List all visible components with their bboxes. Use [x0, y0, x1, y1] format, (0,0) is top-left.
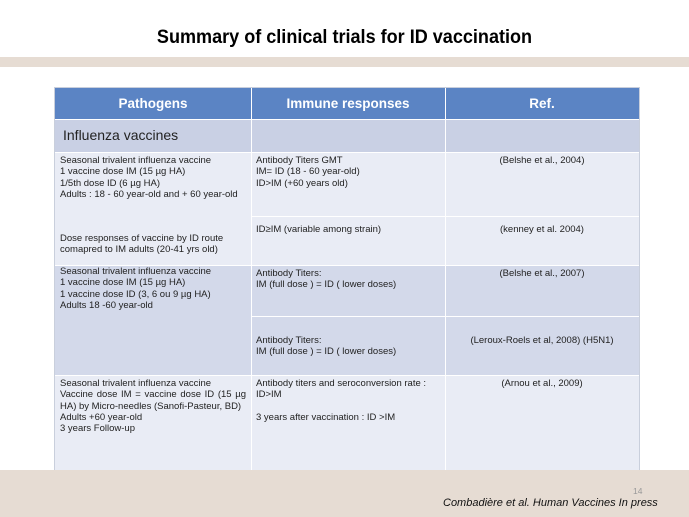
- row-1-pathogen-line: Adults : 18 - 60 year-old and + 60 year-…: [60, 188, 238, 200]
- row-2-pathogen: Dose responses of vaccine by ID route co…: [60, 233, 224, 256]
- row-1-pathogen: Seasonal trivalent influenza vaccine 1 v…: [55, 152, 251, 203]
- row-5-response-line: ID>IM: [256, 389, 282, 401]
- column-divider: [251, 88, 252, 474]
- row-5-pathogen-line: 3 years Follow-up: [60, 423, 135, 435]
- row-divider: [251, 216, 639, 217]
- row-1-ref: (Belshe et al., 2004): [499, 155, 585, 166]
- row-4-ref: (Leroux-Roels et al, 2008) (H5N1): [470, 335, 614, 346]
- row-5-response-line: 3 years after vaccination : ID >IM: [256, 411, 396, 423]
- top-decorative-band: [0, 57, 689, 67]
- bottom-decorative-band: [0, 470, 689, 517]
- row-1-response: Antibody Titers GMT IM= ID (18 - 60 year…: [251, 152, 445, 192]
- section-row-bg: [55, 119, 639, 152]
- row-bg-2: [55, 265, 639, 375]
- row-5-pathogen-line: Adults +60 year-old: [60, 411, 143, 423]
- row-3-response: Antibody Titers: IM (full dose ) = ID ( …: [251, 265, 445, 294]
- slide-title: Summary of clinical trials for ID vaccin…: [156, 27, 533, 48]
- row-3-ref: (Belshe et al., 2007): [499, 268, 585, 279]
- row-3-pathogen-line: Seasonal trivalent influenza vaccine: [60, 266, 212, 277]
- slide-number: 14: [633, 486, 643, 496]
- row-5-response: Antibody titers and seroconversion rate …: [251, 375, 445, 426]
- header-pathogens: Pathogens: [55, 88, 251, 119]
- row-4-response-line: Antibody Titers:: [256, 335, 322, 346]
- row-3-pathogen-line: 1 vaccine dose ID (3, 6 ou 9 µg HA): [60, 288, 211, 300]
- column-divider: [445, 88, 446, 474]
- row-1-pathogen-line: 1/5th dose ID (6 µg HA): [60, 177, 160, 189]
- row-1-response-line: IM= ID (18 - 60 year-old): [256, 166, 360, 178]
- row-5-response-line: Antibody titers and seroconversion rate …: [256, 378, 427, 389]
- row-3-pathogen: Seasonal trivalent influenza vaccine 1 v…: [55, 263, 251, 314]
- row-5-response-line: [256, 401, 440, 412]
- row-5-ref: (Arnou et al., 2009): [501, 378, 583, 389]
- section-label: Influenza vaccines: [63, 127, 179, 143]
- row-bg-3: [55, 375, 639, 474]
- row-1-response-line: Antibody Titers GMT: [256, 155, 343, 166]
- row-3-pathogen-line: Adults 18 -60 year-old: [60, 299, 153, 311]
- row-divider: [251, 316, 639, 317]
- row-4-response-line: IM (full dose ) = ID ( lower doses): [256, 346, 397, 358]
- row-3-pathogen-line: 1 vaccine dose IM (15 µg HA): [60, 277, 186, 289]
- row-2-response: ID≥IM (variable among strain): [256, 224, 382, 235]
- row-3-response-line: Antibody Titers:: [256, 268, 322, 279]
- row-bg-1: [55, 152, 639, 265]
- row-5-pathogen-line: Vaccine dose IM = vaccine dose ID (15 µg…: [60, 389, 246, 412]
- row-divider: [55, 265, 639, 266]
- row-5-pathogen: Seasonal trivalent influenza vaccine Vac…: [55, 375, 251, 437]
- row-1-pathogen-line: 1 vaccine dose IM (15 µg HA): [60, 166, 186, 178]
- row-divider: [55, 119, 639, 120]
- row-divider: [55, 375, 639, 376]
- row-1-response-line: ID>IM (+60 years old): [256, 177, 348, 189]
- trials-table: Pathogens Immune responses Ref. Influenz…: [54, 87, 640, 475]
- row-4-response: Antibody Titers: IM (full dose ) = ID ( …: [251, 332, 445, 361]
- header-ref: Ref.: [445, 88, 639, 119]
- row-5-pathogen-line: Seasonal trivalent influenza vaccine: [60, 378, 212, 389]
- row-1-pathogen-line: Seasonal trivalent influenza vaccine: [60, 155, 212, 166]
- row-divider: [55, 152, 639, 153]
- header-immune-responses: Immune responses: [251, 88, 445, 119]
- citation: Combadière et al. Human Vaccines In pres…: [443, 497, 658, 509]
- row-3-response-line: IM (full dose ) = ID ( lower doses): [256, 279, 397, 291]
- row-2-ref: (kenney et al. 2004): [500, 224, 584, 235]
